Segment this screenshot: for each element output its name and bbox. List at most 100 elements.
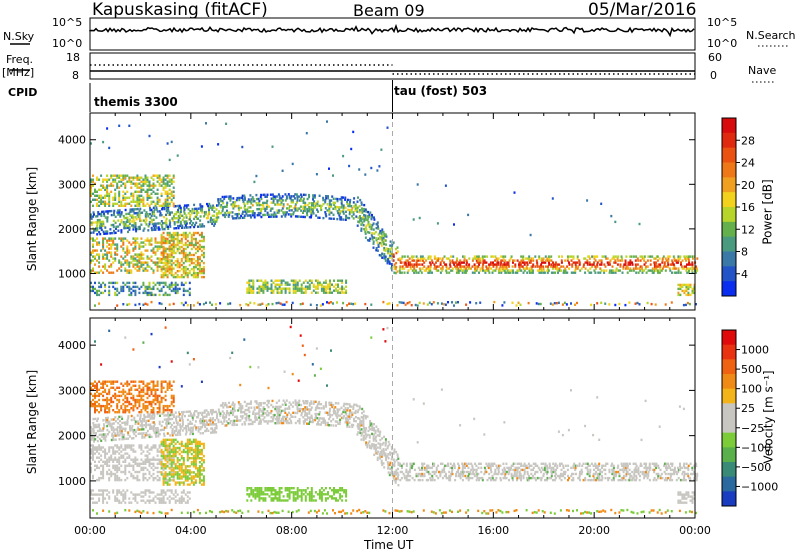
- data-cell: [102, 419, 105, 422]
- data-cell: [102, 180, 105, 183]
- data-cell: [163, 221, 166, 225]
- data-cell: [178, 239, 181, 243]
- data-cell: [277, 301, 280, 305]
- data-cell: [136, 213, 139, 217]
- data-cell: [522, 259, 525, 262]
- data-cell: [384, 259, 387, 262]
- data-cell: [232, 407, 234, 410]
- data-cell: [410, 304, 413, 307]
- data-cell: [165, 422, 168, 425]
- data-cell: [468, 472, 471, 476]
- data-cell: [322, 287, 325, 290]
- data-cell: [139, 414, 142, 417]
- data-cell: [497, 269, 500, 272]
- data-cell: [310, 402, 313, 405]
- data-cell: [695, 271, 697, 274]
- data-cell: [495, 476, 498, 480]
- data-cell: [306, 406, 308, 409]
- data-cell: [120, 229, 123, 232]
- data-cell: [176, 237, 179, 241]
- data-cell: [176, 249, 179, 253]
- data-cell: [200, 207, 202, 210]
- data-cell: [485, 470, 488, 474]
- data-cell: [358, 417, 361, 420]
- data-cell: [282, 409, 285, 412]
- data-cell: [287, 193, 290, 196]
- data-cell: [554, 271, 556, 274]
- data-cell: [257, 510, 260, 513]
- data-cell: [406, 265, 409, 268]
- data-cell: [375, 439, 378, 443]
- data-cell: [162, 281, 165, 285]
- data-cell: [384, 255, 387, 258]
- data-cell: [322, 407, 325, 410]
- data-cell: [677, 257, 680, 260]
- data-cell: [164, 186, 167, 189]
- data-cell: [135, 208, 138, 211]
- data-cell: [112, 418, 115, 421]
- data-cell: [211, 408, 214, 412]
- data-cell: [423, 468, 426, 472]
- data-cell: [346, 216, 349, 220]
- data-cell: [498, 271, 501, 274]
- data-cell: [266, 213, 269, 216]
- data-cell: [145, 217, 148, 220]
- data-cell: [196, 241, 199, 245]
- data-cell: [626, 265, 629, 268]
- data-cell: [489, 468, 492, 472]
- data-cell: [159, 214, 162, 217]
- data-cell: [140, 265, 143, 268]
- data-cell: [136, 227, 139, 231]
- data-cell: [116, 184, 119, 187]
- data-cell: [417, 472, 420, 476]
- data-cell: [112, 243, 115, 246]
- freq-label: Freq.: [6, 53, 34, 66]
- data-cell: [343, 287, 346, 290]
- data-cell: [522, 255, 525, 258]
- data-cell: [186, 275, 189, 279]
- data-cell: [475, 468, 478, 472]
- data-cell: [203, 423, 206, 427]
- data-cell: [388, 443, 391, 446]
- data-cell: [112, 430, 115, 433]
- data-cell: [264, 279, 267, 282]
- data-cell: [150, 332, 153, 336]
- data-cell: [148, 241, 151, 244]
- data-cell: [112, 434, 115, 437]
- data-cell: [100, 196, 103, 199]
- data-cell: [102, 230, 105, 233]
- data-cell: [324, 419, 326, 422]
- data-cell: [162, 237, 165, 241]
- data-cell: [485, 265, 488, 268]
- data-cell: [110, 245, 113, 248]
- data-cell: [173, 221, 176, 224]
- data-cell: [364, 208, 367, 211]
- data-cell: [149, 427, 151, 430]
- freq-panel-frame: [89, 52, 696, 80]
- data-cell: [90, 188, 92, 191]
- data-cell: [397, 461, 400, 464]
- data-cell: [94, 271, 96, 274]
- data-cell: [93, 436, 96, 439]
- data-cell: [670, 301, 673, 304]
- data-cell: [160, 261, 163, 264]
- data-cell: [337, 285, 339, 288]
- data-cell: [255, 197, 258, 201]
- data-cell: [147, 413, 150, 416]
- data-cell: [134, 291, 137, 295]
- data-cell: [432, 301, 435, 304]
- data-cell: [179, 419, 182, 422]
- data-cell: [463, 257, 466, 260]
- data-cell: [186, 243, 189, 247]
- data-cell: [263, 401, 266, 405]
- data-cell: [457, 468, 460, 472]
- data-cell: [322, 198, 325, 202]
- data-cell: [600, 263, 603, 266]
- data-cell: [190, 237, 193, 241]
- data-cell: [503, 269, 506, 272]
- data-cell: [181, 415, 184, 418]
- data-cell: [669, 263, 672, 266]
- data-cell: [150, 202, 153, 205]
- data-cell: [178, 247, 181, 251]
- data-cell: [184, 433, 187, 436]
